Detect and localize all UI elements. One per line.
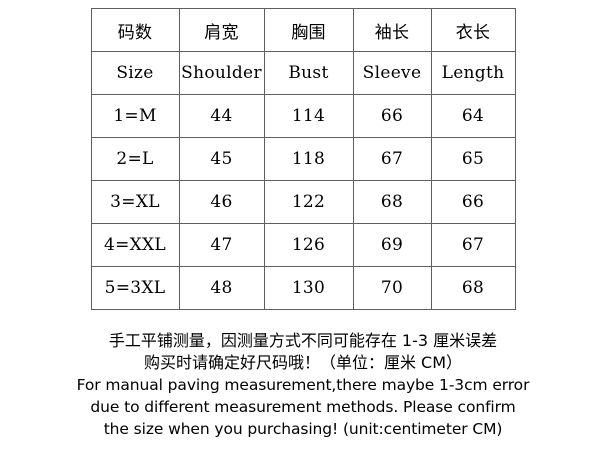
cell-size: 4=XXL bbox=[90, 223, 180, 267]
table-row-size-l: 2=L 45 118 67 65 bbox=[90, 137, 516, 181]
table-row-size-m: 1=M 44 114 66 64 bbox=[90, 94, 516, 138]
header-cell-cn-bust: 胸围 bbox=[263, 8, 354, 52]
measurement-notes: 手工平铺测量，因测量方式不同可能存在 1-3 厘米误差 购买时请确定好尺码哦！（… bbox=[0, 330, 606, 440]
cell-shoulder: 45 bbox=[178, 137, 265, 181]
header-cell-cn-shoulder: 肩宽 bbox=[178, 8, 265, 52]
cell-bust: 118 bbox=[263, 137, 354, 181]
cell-sleeve: 69 bbox=[352, 223, 432, 267]
cell-shoulder: 47 bbox=[178, 223, 265, 267]
header-cell-cn-size: 码数 bbox=[90, 8, 180, 52]
table-row-size-xxl: 4=XXL 47 126 69 67 bbox=[90, 223, 516, 267]
header-cell-en-sleeve: Sleeve bbox=[352, 51, 432, 95]
header-cell-en-bust: Bust bbox=[263, 51, 354, 95]
note-en-line1: For manual paving measurement,there mayb… bbox=[76, 376, 530, 394]
header-cell-en-shoulder: Shoulder bbox=[178, 51, 265, 95]
table-row-size-xl: 3=XL 46 122 68 66 bbox=[90, 180, 516, 224]
note-cn-line2: 购买时请确定好尺码哦！（单位：厘米 CM） bbox=[143, 353, 463, 372]
cell-bust: 122 bbox=[263, 180, 354, 224]
cell-shoulder: 44 bbox=[178, 94, 265, 138]
cell-length: 68 bbox=[430, 266, 516, 310]
cell-sleeve: 70 bbox=[352, 266, 432, 310]
table-row-header-cn: 码数 肩宽 胸围 袖长 衣长 bbox=[90, 8, 516, 52]
cell-size: 1=M bbox=[90, 94, 180, 138]
cell-shoulder: 46 bbox=[178, 180, 265, 224]
cell-size: 3=XL bbox=[90, 180, 180, 224]
cell-bust: 130 bbox=[263, 266, 354, 310]
cell-length: 64 bbox=[430, 94, 516, 138]
header-cell-cn-sleeve: 袖长 bbox=[352, 8, 432, 52]
cell-size: 2=L bbox=[90, 137, 180, 181]
cell-bust: 114 bbox=[263, 94, 354, 138]
header-cell-cn-length: 衣长 bbox=[430, 8, 516, 52]
cell-shoulder: 48 bbox=[178, 266, 265, 310]
note-en-line2: due to different measurement methods. Pl… bbox=[90, 398, 516, 416]
cell-sleeve: 67 bbox=[352, 137, 432, 181]
header-cell-en-size: Size bbox=[90, 51, 180, 95]
cell-bust: 126 bbox=[263, 223, 354, 267]
cell-sleeve: 66 bbox=[352, 94, 432, 138]
cell-length: 65 bbox=[430, 137, 516, 181]
size-chart-table: 码数 肩宽 胸围 袖长 衣长 Size Shoulder Bust Sleeve… bbox=[90, 8, 516, 310]
table-row-size-3xl: 5=3XL 48 130 70 68 bbox=[90, 266, 516, 310]
cell-length: 66 bbox=[430, 180, 516, 224]
note-en-line3: the size when you purchasing! (unit:cent… bbox=[103, 420, 503, 438]
header-cell-en-length: Length bbox=[430, 51, 516, 95]
cell-length: 67 bbox=[430, 223, 516, 267]
note-cn-line1: 手工平铺测量，因测量方式不同可能存在 1-3 厘米误差 bbox=[108, 331, 498, 350]
cell-size: 5=3XL bbox=[90, 266, 180, 310]
table-row-header-en: Size Shoulder Bust Sleeve Length bbox=[90, 51, 516, 95]
cell-sleeve: 68 bbox=[352, 180, 432, 224]
